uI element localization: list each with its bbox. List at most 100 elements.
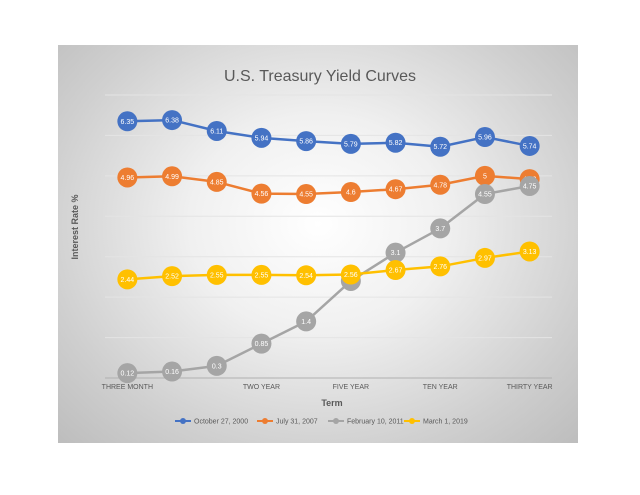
legend: October 27, 2000 July 31, 2007 February 10… (175, 418, 468, 426)
data-point (296, 265, 317, 286)
data-point (117, 111, 138, 132)
data-label: 6.35 (121, 119, 135, 126)
y-axis-label: Interest Rate % (70, 194, 80, 259)
series-line (127, 118, 530, 148)
data-point (251, 264, 272, 285)
data-label: 4.56 (255, 191, 269, 198)
yield-curve-chart: U.S. Treasury Yield Curves THREE MONTH TW… (70, 68, 553, 426)
data-label: 4.85 (210, 179, 224, 186)
data-point (117, 363, 138, 384)
data-point (474, 165, 495, 186)
x-tick-label: THREE MONTH (102, 384, 153, 391)
data-point (385, 132, 406, 153)
legend-marker (409, 418, 415, 424)
data-label: 2.76 (433, 264, 447, 271)
data-point (519, 175, 540, 196)
data-label: 0.85 (255, 341, 269, 348)
data-point (430, 174, 451, 195)
data-point (162, 266, 183, 287)
data-point (430, 256, 451, 277)
data-point (206, 264, 227, 285)
data-point (251, 127, 272, 148)
data-point (474, 247, 495, 268)
data-label: 2.54 (299, 273, 313, 280)
data-label: 5.74 (523, 143, 537, 150)
data-label: 2.67 (389, 268, 403, 275)
data-label: 4.55 (478, 192, 492, 199)
data-point (162, 361, 183, 382)
series-line (127, 184, 530, 375)
data-point (519, 135, 540, 156)
data-label: 1.4 (301, 319, 311, 326)
data-point (340, 133, 361, 154)
data-point (430, 136, 451, 157)
x-tick-label: TEN YEAR (423, 384, 458, 391)
data-label: 2.55 (255, 272, 269, 279)
legend-label: February 10, 2011 (347, 419, 404, 426)
data-point (340, 264, 361, 285)
data-label: 0.12 (121, 371, 135, 378)
data-point (474, 184, 495, 205)
data-point (206, 171, 227, 192)
legend-marker (333, 418, 339, 424)
data-point (340, 182, 361, 203)
data-label: 3.13 (523, 249, 537, 256)
x-tick-label: FIVE YEAR (333, 384, 369, 391)
legend-marker (262, 418, 268, 424)
data-point (251, 333, 272, 354)
data-label: 4.6 (346, 190, 356, 197)
chart-title: U.S. Treasury Yield Curves (224, 68, 416, 85)
legend-label: July 31, 2007 (276, 419, 318, 426)
data-label: 0.16 (165, 369, 179, 376)
legend-label: March 1, 2019 (423, 419, 468, 426)
data-point (519, 241, 540, 262)
data-label: 5 (483, 173, 487, 180)
data-point (162, 110, 183, 131)
data-label: 3.7 (435, 226, 445, 233)
data-point (206, 120, 227, 141)
data-label: 4.67 (389, 187, 403, 194)
x-axis-label: Term (321, 398, 342, 408)
data-label: 5.94 (255, 135, 269, 142)
data-point (251, 183, 272, 204)
data-label: 2.97 (478, 255, 492, 262)
data-label: 2.55 (210, 272, 224, 279)
data-label: 6.38 (165, 118, 179, 125)
data-label: 5.79 (344, 141, 358, 148)
series-lines: 6.35 6.38 6.11 5.94 5.86 5.79 5.82 5.72 5.96 5.74… (117, 110, 540, 384)
data-point (430, 218, 451, 239)
data-label: 3.1 (391, 250, 401, 257)
series-line (127, 250, 530, 281)
x-tick-label: THIRTY YEAR (507, 384, 553, 391)
data-point (206, 355, 227, 376)
legend-marker (180, 418, 186, 424)
data-label: 5.82 (389, 140, 403, 147)
data-label: 6.11 (210, 128, 223, 135)
data-label: 4.78 (433, 182, 447, 189)
data-label: 4.75 (523, 183, 537, 190)
data-point (474, 127, 495, 148)
data-label: 0.3 (212, 363, 222, 370)
data-label: 5.86 (299, 139, 313, 146)
data-label: 5.96 (478, 135, 492, 142)
legend-label: October 27, 2000 (194, 419, 248, 426)
chart-panel: U.S. Treasury Yield Curves THREE MONTH TW… (58, 45, 578, 443)
data-point (117, 269, 138, 290)
data-label: 4.55 (299, 192, 313, 199)
data-label: 4.99 (165, 174, 179, 181)
series-line (127, 174, 530, 196)
data-label: 5.72 (433, 144, 447, 151)
data-label: 2.56 (344, 272, 358, 279)
data-point (162, 166, 183, 187)
data-label: 4.96 (121, 175, 135, 182)
data-point (296, 184, 317, 205)
x-tick-label: TWO YEAR (243, 384, 280, 391)
data-point (385, 179, 406, 200)
data-point (117, 167, 138, 188)
data-point (385, 260, 406, 281)
data-point (296, 131, 317, 152)
data-label: 2.52 (165, 274, 179, 281)
data-label: 2.44 (121, 277, 135, 284)
data-point (296, 311, 317, 332)
data-point (385, 242, 406, 263)
